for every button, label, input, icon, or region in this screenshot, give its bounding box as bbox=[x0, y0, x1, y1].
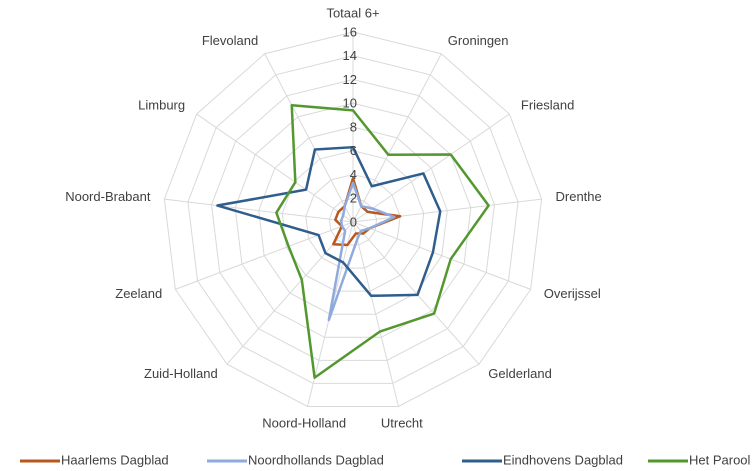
legend-label: Noordhollands Dagblad bbox=[248, 452, 384, 467]
series-line bbox=[327, 181, 396, 322]
grid-line bbox=[328, 197, 378, 246]
grid-line bbox=[163, 31, 543, 407]
y-tick-label: 2 bbox=[350, 191, 357, 206]
legend-label: Haarlems Dagblad bbox=[61, 452, 169, 467]
y-tick-label: 8 bbox=[350, 119, 357, 134]
spoke bbox=[196, 113, 354, 223]
category-label: Utrecht bbox=[381, 416, 423, 431]
category-label: Friesland bbox=[521, 98, 574, 113]
grid-line bbox=[234, 102, 472, 338]
spoke bbox=[175, 221, 354, 290]
category-label: Noord-Holland bbox=[262, 416, 346, 431]
category-label: Gelderland bbox=[488, 366, 552, 381]
series-line bbox=[216, 145, 442, 298]
series-line bbox=[275, 104, 490, 379]
series-line bbox=[332, 176, 402, 247]
category-label: Zuid-Holland bbox=[144, 366, 218, 381]
y-tick-label: 6 bbox=[350, 143, 357, 158]
spoke bbox=[352, 221, 480, 365]
spoke bbox=[352, 113, 510, 223]
y-tick-label: 4 bbox=[350, 167, 357, 182]
category-label: Flevoland bbox=[202, 33, 258, 48]
spoke bbox=[264, 53, 354, 223]
y-tick-label: 0 bbox=[350, 214, 357, 229]
y-tick-label: 14 bbox=[343, 48, 357, 63]
category-label: Zeeland bbox=[115, 286, 162, 301]
grid-line bbox=[211, 78, 495, 361]
legend-label: Eindhovens Dagblad bbox=[503, 452, 623, 467]
category-label: Limburg bbox=[138, 98, 185, 113]
category-label: Overijssel bbox=[544, 286, 601, 301]
grid-line bbox=[305, 173, 401, 269]
y-tick-label: 10 bbox=[343, 96, 357, 111]
grid-line bbox=[187, 55, 519, 384]
spoke bbox=[352, 221, 399, 407]
spoke bbox=[352, 53, 442, 223]
grid-line bbox=[258, 126, 448, 315]
y-tick-label: 16 bbox=[343, 24, 357, 39]
category-label: Noord-Brabant bbox=[65, 189, 151, 204]
spoke bbox=[352, 221, 531, 290]
category-label: Totaal 6+ bbox=[326, 5, 379, 20]
spoke bbox=[226, 221, 354, 365]
spoke bbox=[352, 198, 542, 223]
legend-label: Het Parool bbox=[689, 452, 751, 467]
category-label: Groningen bbox=[448, 33, 509, 48]
spoke bbox=[164, 198, 354, 223]
y-tick-label: 12 bbox=[343, 72, 357, 87]
category-label: Drenthe bbox=[556, 189, 602, 204]
